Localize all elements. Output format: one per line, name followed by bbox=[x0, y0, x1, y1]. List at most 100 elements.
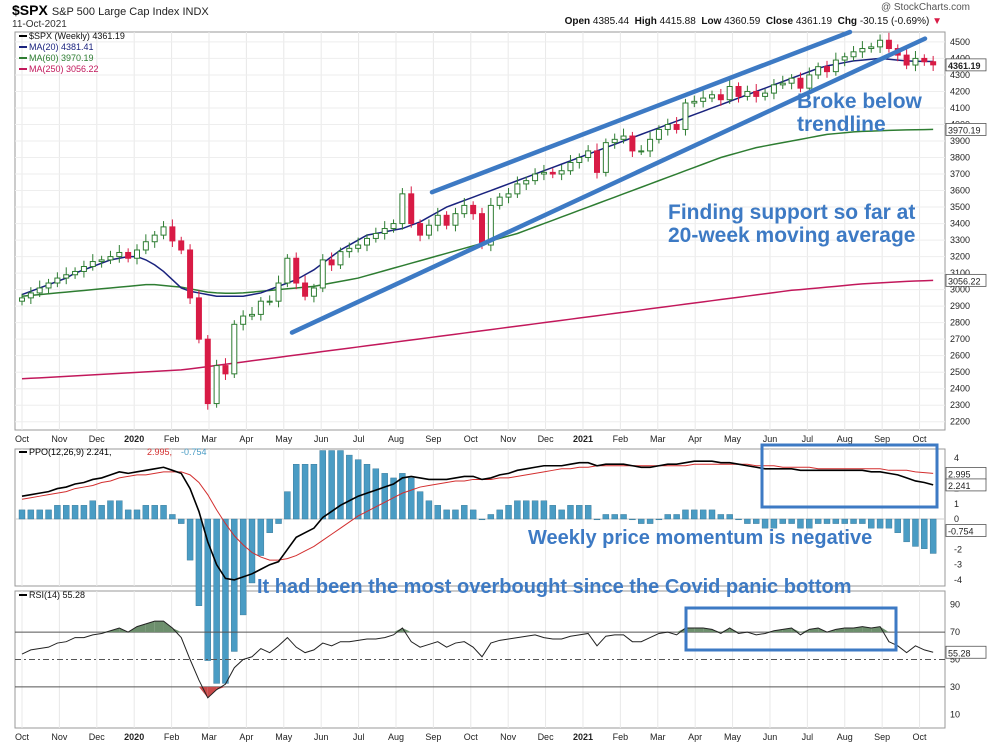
ppo-histogram-bar bbox=[27, 509, 35, 520]
annotation-support-line-1: Finding support so far at bbox=[668, 201, 916, 224]
rsi-overbought-fill bbox=[393, 627, 403, 633]
candle-body bbox=[762, 92, 769, 97]
ppo-histogram-bar bbox=[487, 514, 495, 520]
ppo-histogram-bar bbox=[814, 518, 822, 524]
candle-body bbox=[337, 251, 344, 266]
ppo-legend-entry: PPO(12,26,9) 2.241, bbox=[29, 447, 112, 457]
candle-body bbox=[80, 266, 87, 272]
x-tick-label-price: Feb bbox=[164, 434, 180, 444]
candle-body bbox=[815, 66, 822, 76]
candle-body bbox=[611, 138, 618, 144]
candle-body bbox=[134, 249, 140, 259]
ppo-histogram-bar bbox=[620, 514, 627, 520]
close-value: 4361.19 bbox=[795, 16, 833, 27]
candle-body bbox=[602, 142, 609, 173]
candle-body bbox=[496, 196, 503, 206]
rsi-oversold-fill bbox=[198, 686, 208, 698]
ppo-histogram-bar bbox=[567, 505, 574, 520]
ppo-histogram-bar bbox=[160, 505, 167, 520]
ppo-histogram-bar bbox=[328, 450, 335, 520]
price-last-ma250: 3056.22 bbox=[948, 276, 981, 286]
candle-body bbox=[372, 232, 379, 239]
price-last-close-box bbox=[945, 58, 987, 72]
candle-body bbox=[770, 84, 777, 94]
candle-body bbox=[638, 150, 645, 153]
candle-body bbox=[293, 257, 300, 284]
ppo-histogram-bar bbox=[638, 518, 645, 524]
ppo-y-tick-label: -4 bbox=[954, 575, 962, 585]
ppo-histogram-bar bbox=[797, 518, 804, 529]
ppo-histogram-bar bbox=[735, 518, 742, 521]
candle-body bbox=[735, 85, 742, 97]
candle-body bbox=[98, 259, 105, 263]
candle-body bbox=[682, 102, 689, 130]
ppo-histogram-bar bbox=[293, 464, 300, 520]
ppo-histogram-bar bbox=[434, 505, 441, 520]
candle-body bbox=[877, 39, 884, 48]
candle-body bbox=[461, 204, 468, 215]
ppo-histogram-bar bbox=[505, 505, 512, 520]
price-legend-swatch bbox=[19, 68, 27, 70]
candle-body bbox=[930, 61, 937, 66]
ppo-histogram-bar bbox=[45, 509, 52, 520]
price-y-tick-label: 4200 bbox=[950, 86, 970, 96]
candle-body bbox=[841, 56, 848, 61]
candle-body bbox=[204, 338, 211, 405]
ppo-histogram-bar bbox=[452, 509, 459, 520]
ppo-histogram-bar bbox=[699, 509, 707, 520]
x-tick-label-price: Oct bbox=[464, 434, 479, 444]
price-legend-swatch bbox=[19, 35, 27, 37]
ppo-histogram-bar bbox=[178, 518, 185, 524]
ppo-histogram-bar bbox=[770, 518, 778, 529]
rsi-legend-entry: RSI(14) 55.28 bbox=[29, 590, 85, 600]
candle-body bbox=[364, 237, 370, 246]
candle-body bbox=[779, 82, 786, 86]
ppo-histogram-bar bbox=[929, 518, 937, 554]
candle-body bbox=[700, 97, 707, 102]
ppo-y-tick-label: 1 bbox=[954, 499, 959, 509]
ppo-histogram-bar bbox=[301, 464, 309, 520]
candle-body bbox=[832, 59, 839, 73]
x-tick-label-price: Feb bbox=[613, 434, 629, 444]
price-y-tick-label: 3100 bbox=[950, 268, 970, 278]
ppo-histogram-bar bbox=[496, 509, 503, 520]
price-legend-entry: $SPX (Weekly) 4361.19 bbox=[29, 31, 125, 41]
ppo-histogram-bar bbox=[514, 500, 521, 520]
rsi-overbought-fill bbox=[720, 627, 730, 633]
ppo-histogram-bar bbox=[151, 505, 158, 520]
ppo-histogram-bar bbox=[195, 518, 203, 606]
chg-value: -30.15 (-0.69%) bbox=[859, 16, 930, 27]
candle-body bbox=[355, 244, 362, 249]
candle-body bbox=[54, 277, 61, 284]
candle-body bbox=[532, 173, 539, 182]
ppo-histogram-bar bbox=[169, 514, 176, 520]
x-tick-label-rsi: Aug bbox=[837, 732, 853, 742]
rsi-y-tick-label: 30 bbox=[950, 682, 960, 692]
rsi-overbought-fill bbox=[844, 627, 854, 633]
price-y-tick-label: 4100 bbox=[950, 103, 970, 113]
ppo-histogram-bar bbox=[708, 509, 716, 520]
ppo-y-tick-label: -2 bbox=[954, 544, 962, 554]
ppo-histogram-bar bbox=[266, 518, 273, 533]
x-tick-label-price: Nov bbox=[500, 434, 517, 444]
low-value: 4360.59 bbox=[724, 16, 761, 27]
ppo-histogram-bar bbox=[239, 518, 247, 616]
rsi-overbought-fill bbox=[712, 629, 721, 633]
ppo-signal-line bbox=[21, 463, 934, 561]
rsi-overbought-fill bbox=[809, 627, 819, 633]
ppo-histogram-bar bbox=[284, 491, 291, 520]
candle-body bbox=[390, 223, 397, 230]
symbol: $SPX bbox=[12, 2, 48, 18]
rsi-legend-swatch bbox=[19, 594, 27, 596]
x-tick-label-price: Sep bbox=[425, 434, 441, 444]
candle-body bbox=[691, 100, 698, 104]
price-y-tick-label: 2700 bbox=[950, 334, 970, 344]
ppo-histogram-bar bbox=[89, 500, 96, 520]
ppo-histogram-bar bbox=[346, 454, 353, 520]
ppo-histogram-bar bbox=[107, 500, 114, 520]
price-last-ma60: 3970.19 bbox=[948, 125, 981, 135]
price-y-tick-label: 3500 bbox=[950, 202, 970, 212]
x-tick-label-rsi: Sep bbox=[874, 732, 890, 742]
x-tick-label-price: Nov bbox=[51, 434, 68, 444]
